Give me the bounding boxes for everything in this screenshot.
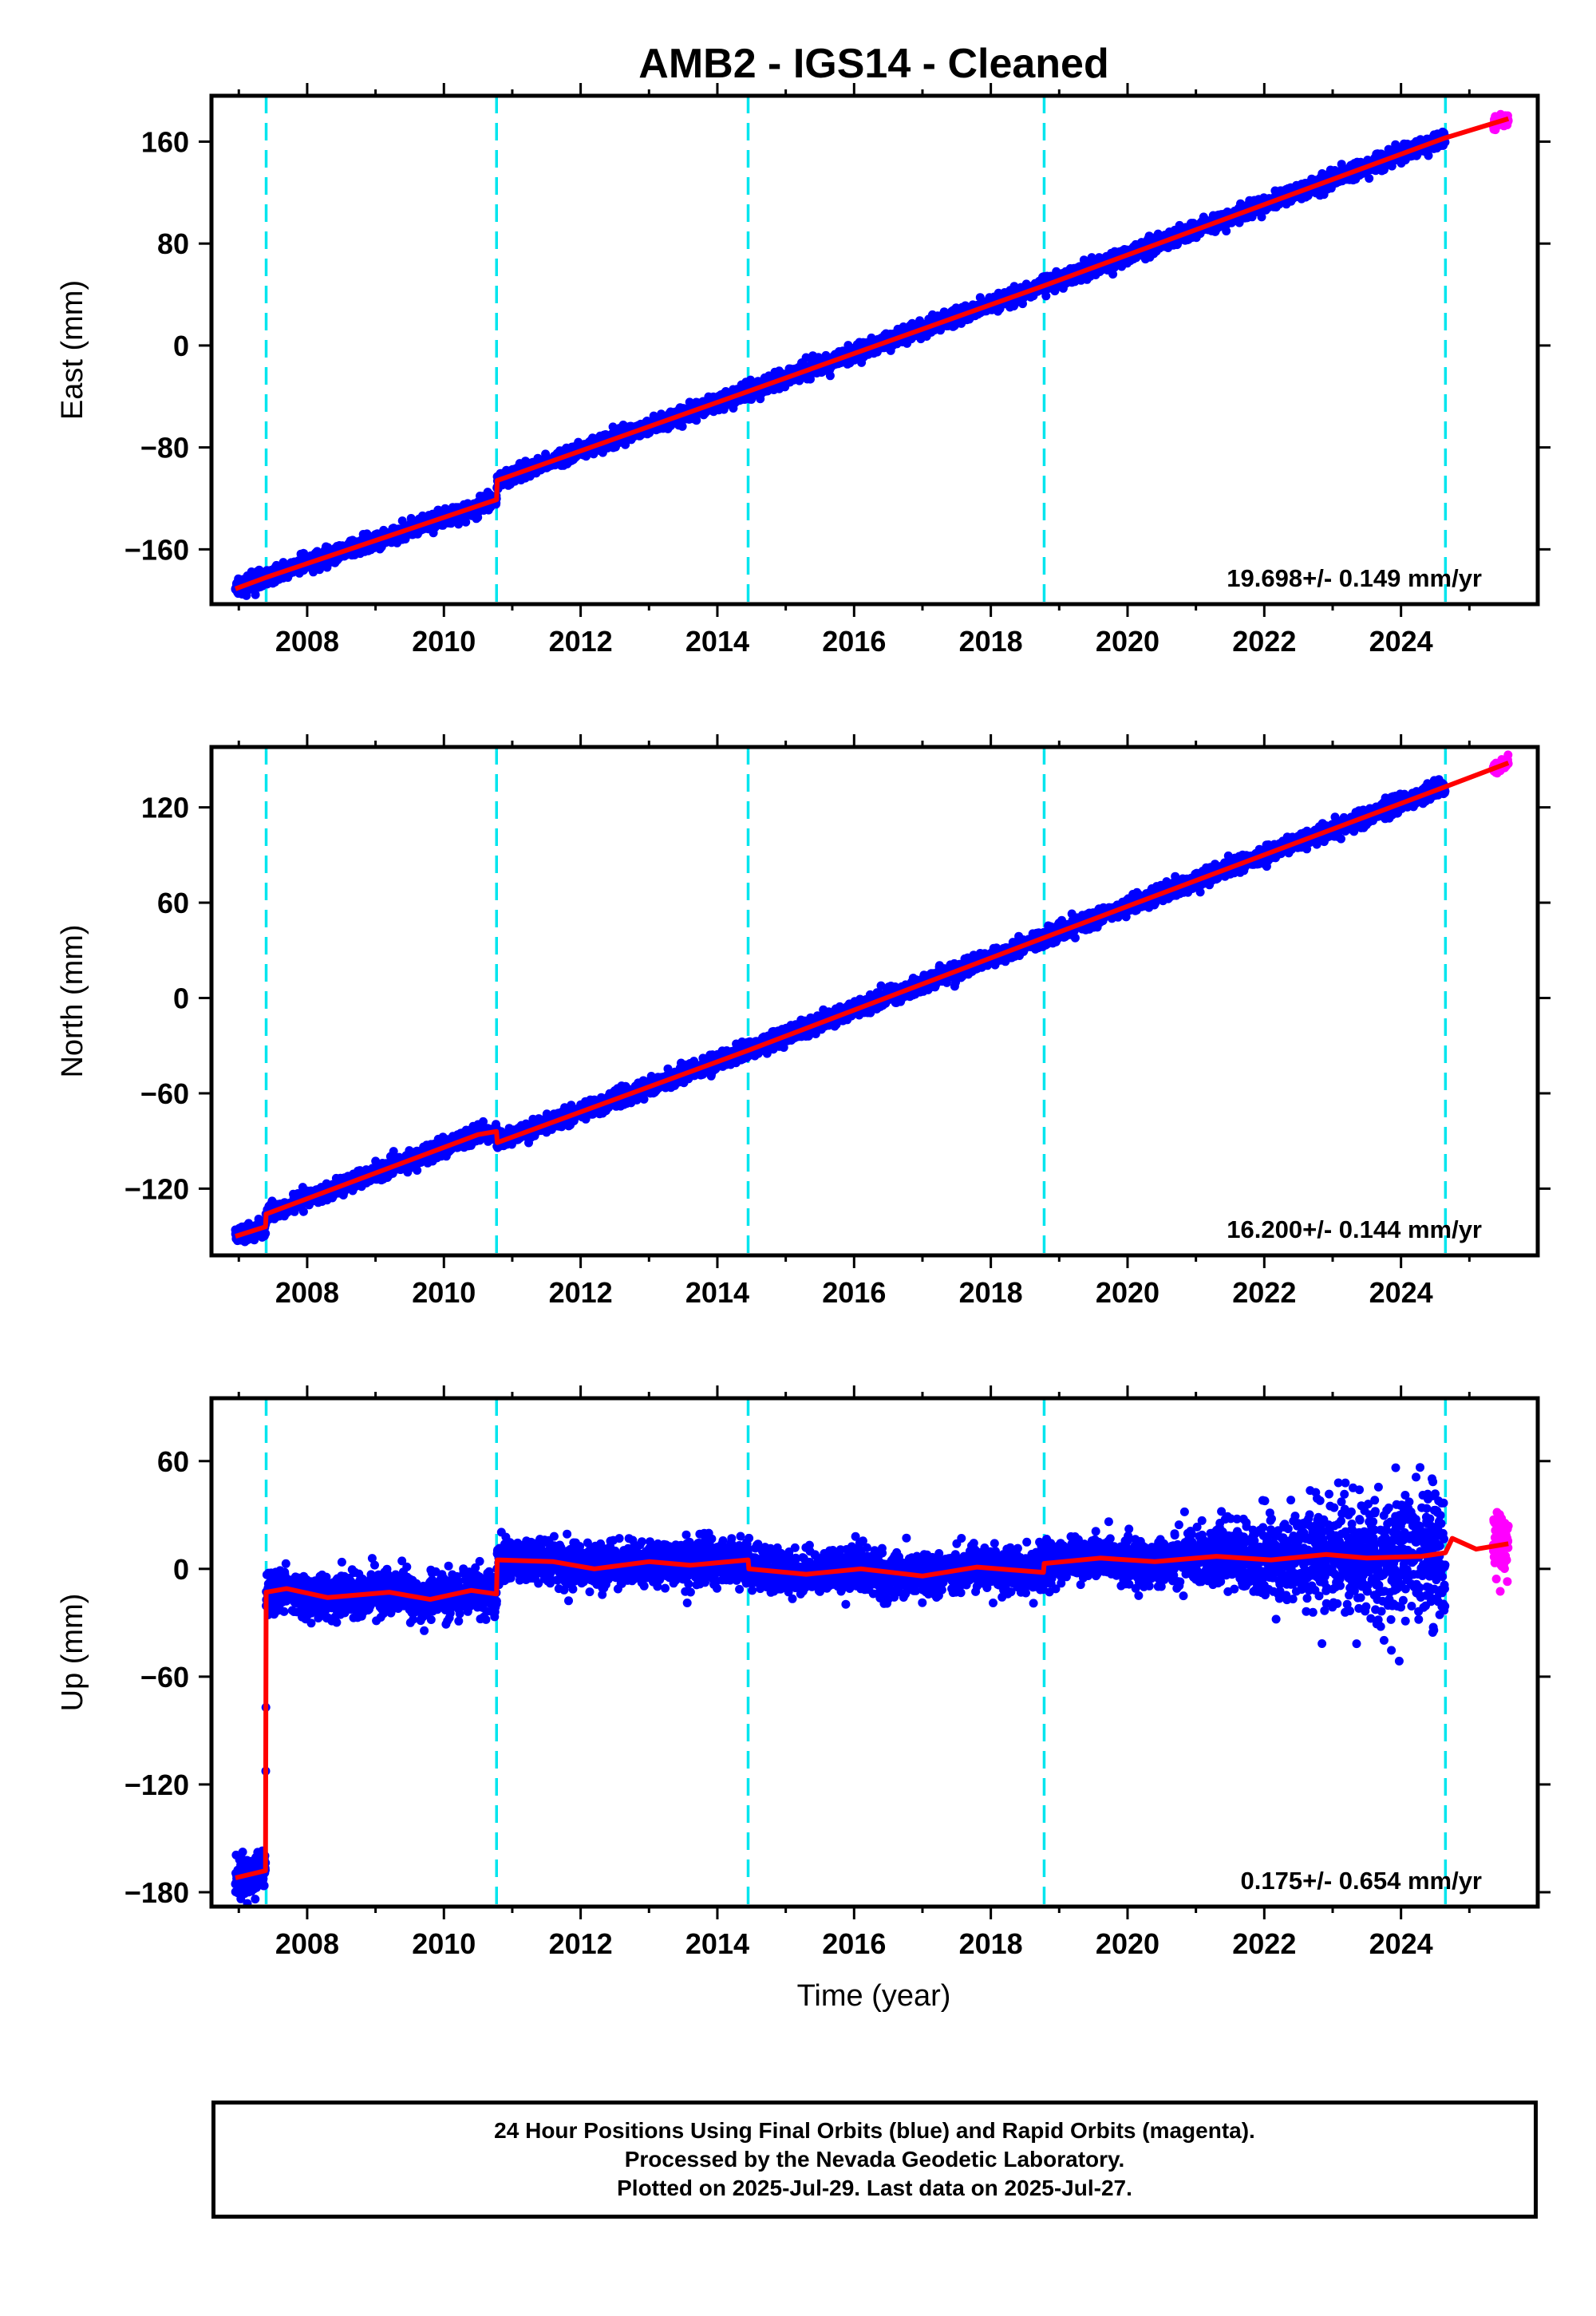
final-orbit-point — [461, 517, 471, 527]
panel-east: 2008 2010 2012 2014 2016 2018 2020 2022 2024−160… — [56, 83, 1551, 658]
figure-title: AMB2 - IGS14 - Cleaned — [638, 41, 1108, 87]
final-orbit-point — [801, 353, 811, 362]
final-orbit-point — [1041, 291, 1051, 301]
final-orbit-point — [1222, 227, 1231, 235]
final-orbit-point — [1365, 174, 1374, 183]
final-orbit-point — [251, 590, 260, 599]
final-orbit-point — [1108, 270, 1118, 279]
final-orbit-point — [825, 371, 835, 381]
final-orbit-point — [1257, 212, 1266, 222]
final-orbit-point — [678, 421, 687, 431]
equipment-change-lines — [264, 96, 1448, 604]
final-orbit-point — [454, 520, 464, 529]
